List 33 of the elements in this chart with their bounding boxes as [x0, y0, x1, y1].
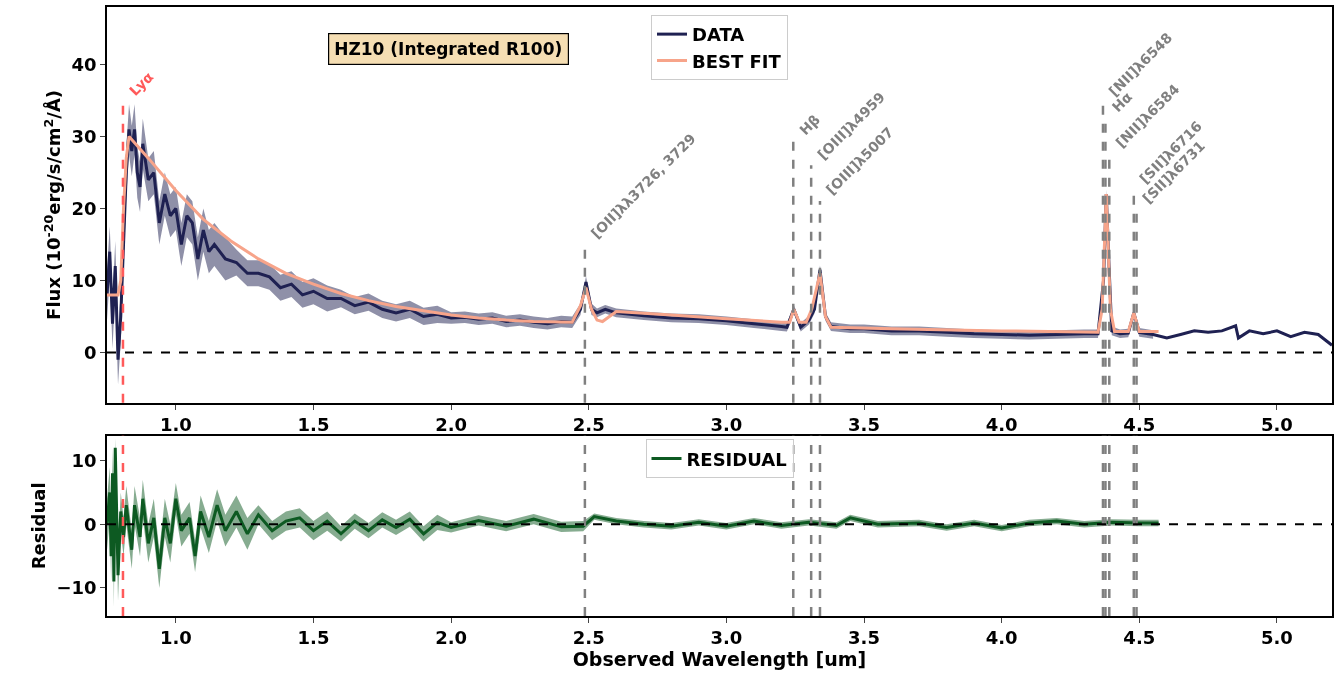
y-tick-label: 30	[71, 125, 97, 147]
y-tick-label: −10	[56, 577, 97, 599]
legend-label: RESIDUAL	[686, 448, 787, 470]
x-tick-label: 5.0	[1260, 627, 1293, 649]
y-tick-label: 10	[71, 269, 97, 291]
x-tick-label: 1.0	[159, 627, 192, 649]
x-tick-label: 1.0	[159, 414, 192, 436]
y-tick-label: 10	[71, 449, 97, 471]
y-tick-label: 20	[71, 197, 97, 219]
legend-label: DATA	[692, 24, 745, 46]
x-tick-label: 3.5	[848, 414, 880, 436]
x-tick-label: 2.5	[572, 414, 605, 436]
x-tick-label: 2.0	[435, 627, 468, 649]
y-tick-label: 40	[71, 53, 97, 75]
y-tick-label: 0	[84, 341, 97, 363]
x-tick-label: 2.5	[572, 627, 605, 649]
x-tick-label: 3.0	[710, 414, 743, 436]
x-tick-label: 4.0	[985, 627, 1018, 649]
ref-line-label: Lyα	[126, 68, 157, 99]
x-tick-label: 4.5	[1123, 627, 1156, 649]
x-tick-label: 3.5	[848, 627, 880, 649]
y-tick-label: 0	[84, 513, 97, 535]
annotation: HZ10 (Integrated R100)	[334, 39, 563, 60]
x-axis-title: Observed Wavelength [um]	[572, 648, 867, 671]
x-tick-label: 4.0	[985, 414, 1018, 436]
x-tick-label: 1.5	[297, 414, 330, 436]
x-tick-label: 4.5	[1123, 414, 1156, 436]
x-tick-label: 3.0	[710, 627, 743, 649]
x-tick-label: 2.0	[435, 414, 468, 436]
x-tick-label: 1.5	[297, 627, 330, 649]
x-tick-label: 5.0	[1260, 414, 1293, 436]
legend-label: BEST FIT	[692, 50, 782, 72]
y-axis-title: Residual	[28, 482, 50, 570]
